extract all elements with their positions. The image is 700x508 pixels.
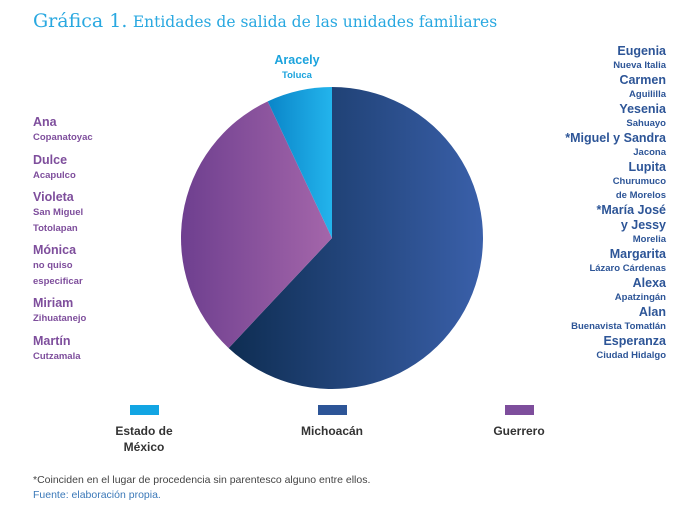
place-name: de Morelos (615, 190, 666, 201)
place-name: Nueva Italia (613, 60, 666, 71)
place-name: Totolapan (33, 222, 78, 234)
place-name: Acapulco (33, 169, 76, 181)
person-entry: Esperanza Ciudad Hidalgo (565, 334, 666, 363)
guerrero-labels: Ana Copanatoyac Dulce Acapulco Violeta San Mi… (33, 115, 93, 371)
michoacan-labels: Eugenia Nueva Italia Carmen Aguililla Yeseni… (565, 44, 666, 363)
place-name: Lázaro Cárdenas (589, 263, 666, 274)
source-note: Fuente: elaboración propia. (33, 489, 161, 501)
person-entry: Dulce Acapulco (33, 153, 93, 184)
person-name: Mónica (33, 243, 77, 257)
place-name: Apatzingán (614, 292, 666, 303)
person-name: Esperanza (603, 334, 666, 348)
person-name: Miriam (33, 296, 74, 310)
person-entry: Martín Cutzamala (33, 334, 93, 365)
pie-slice-michoacán (228, 87, 484, 390)
place-name: Buenavista Tomatlán (571, 321, 666, 332)
estado-de-mexico-labels: Aracely Toluca (262, 53, 332, 84)
place-name: Toluca (282, 70, 312, 81)
person-entry: *Miguel y Sandra Jacona (565, 131, 666, 160)
legend-swatch-michoacan (318, 405, 347, 415)
legend-label-michoacan: Michoacán (300, 424, 363, 438)
person-name: Martín (33, 333, 71, 348)
person-entry: Eugenia Nueva Italia (565, 44, 666, 73)
person-name: Ana (33, 115, 57, 129)
person-name: Violeta (33, 190, 74, 204)
place-name: Aguililla (629, 89, 666, 100)
person-name: *María José (596, 203, 666, 217)
person-entry: *María José y Jessy Morelia (565, 203, 666, 247)
person-name: Eugenia (617, 44, 666, 58)
person-entry: Alexa Apatzingán (565, 276, 666, 305)
person-entry: Ana Copanatoyac (33, 115, 93, 146)
pie-slice-estado-de-méxico (267, 87, 332, 238)
person-name: *Miguel y Sandra (565, 131, 666, 145)
legend-line: México (123, 440, 165, 454)
place-name: Sahuayo (626, 118, 666, 129)
pie-slice-guerrero (181, 101, 332, 349)
legend-label-guerrero: Guerrero (493, 424, 545, 438)
person-name: Aracely (274, 53, 320, 67)
person-name: Yesenia (619, 102, 666, 116)
legend-swatch-estado-de-mexico (130, 405, 159, 415)
place-name: Churumuco (612, 176, 666, 187)
person-name: Alan (638, 305, 666, 319)
place-name: Cutzamala (33, 350, 81, 362)
title-text: Entidades de salida de las unidades fami… (132, 13, 498, 31)
person-entry: Aracely Toluca (262, 53, 332, 84)
person-name: y Jessy (620, 218, 666, 232)
legend-line: Estado de (115, 424, 173, 438)
place-name: Morelia (632, 234, 666, 245)
place-name: Zihuatanejo (33, 313, 87, 324)
place-name: San Miguel (33, 207, 84, 218)
figure-number: Gráfica 1. (33, 10, 128, 32)
person-name: Lupita (628, 160, 667, 174)
person-name: Carmen (619, 73, 666, 87)
place-name: no quiso (33, 260, 73, 271)
legend-swatch-guerrero (505, 405, 534, 415)
person-entry: Carmen Aguililla (565, 73, 666, 102)
place-name: Jacona (633, 147, 666, 158)
legend-label-estado-de-mexico: Estado de México (84, 423, 204, 455)
person-entry: Yesenia Sahuayo (565, 102, 666, 131)
place-name: Copanatoyac (33, 132, 93, 143)
place-name: Ciudad Hidalgo (596, 350, 666, 361)
person-entry: Lupita Churumuco de Morelos (565, 160, 666, 203)
person-entry: Violeta San Miguel Totolapan (33, 190, 93, 236)
person-entry: Mónica no quiso especificar (33, 243, 93, 289)
person-entry: Miriam Zihuatanejo (33, 296, 93, 327)
chart-title: Gráfica 1. Entidades de salida de las un… (33, 10, 497, 32)
place-name: especificar (33, 275, 83, 287)
person-name: Margarita (609, 247, 666, 261)
person-entry: Margarita Lázaro Cárdenas (565, 247, 666, 276)
person-entry: Alan Buenavista Tomatlán (565, 305, 666, 334)
footnote: *Coinciden en el lugar de procedencia si… (33, 474, 371, 486)
person-name: Dulce (33, 152, 68, 167)
person-name: Alexa (632, 276, 666, 290)
